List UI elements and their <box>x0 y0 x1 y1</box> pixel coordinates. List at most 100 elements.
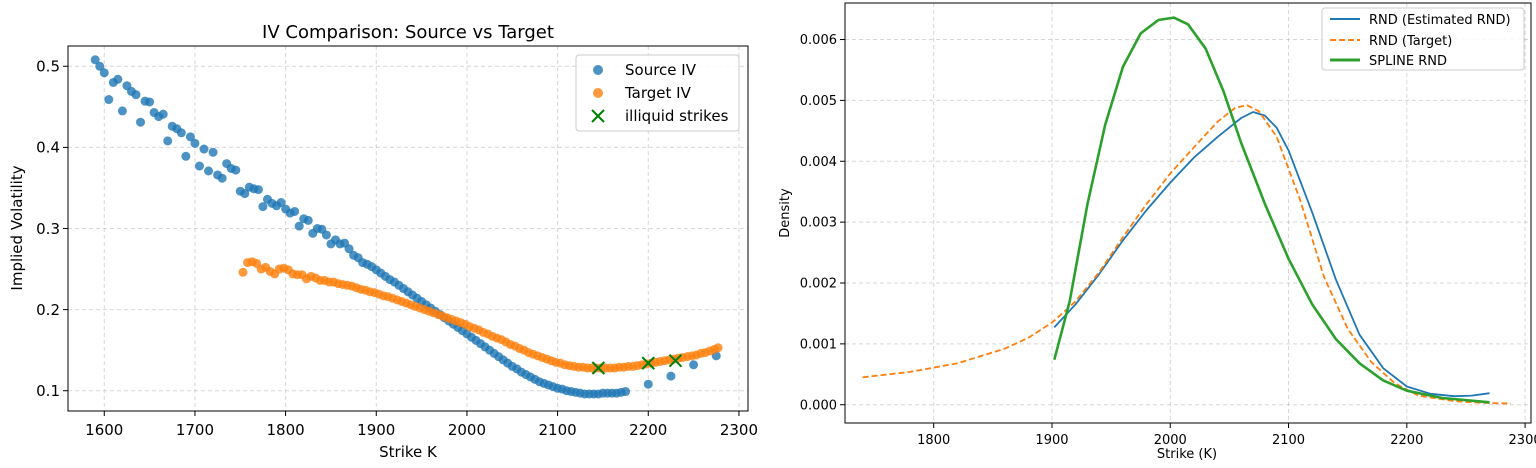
y-tick-label: 0.2 <box>36 301 60 319</box>
left-plot-border <box>67 45 749 412</box>
right-y-ticks: 0.000 0.001 0.002 0.003 0.004 0.005 0.006 <box>800 33 845 413</box>
y-tick-label: 0.005 <box>800 94 837 109</box>
source-iv-point <box>95 61 105 71</box>
right-x-axis-label: Strike (K) <box>1157 447 1217 462</box>
source-iv-point <box>344 244 354 254</box>
y-tick-label: 0.002 <box>800 277 837 292</box>
source-iv-point <box>113 74 123 84</box>
right-series <box>862 16 1511 405</box>
source-iv-point <box>231 165 241 175</box>
left-x-axis-label: Strike K <box>379 443 438 461</box>
y-tick-label: 0.3 <box>36 220 60 238</box>
source-iv-point <box>666 371 676 381</box>
x-tick-label: 2000 <box>1154 433 1187 448</box>
right-legend-box <box>1321 7 1525 71</box>
source-iv-point <box>621 387 631 397</box>
source-iv-point <box>253 185 263 195</box>
y-tick-label: 0.4 <box>36 139 60 157</box>
target-rnd-line <box>862 104 1511 405</box>
right-grid <box>845 3 1531 423</box>
left-legend: Source IV Target IV illiquid strikes <box>575 54 740 132</box>
legend-estimated-rnd-label: RND (Estimated RND) <box>1369 13 1511 28</box>
source-iv-point <box>321 230 331 240</box>
illiquid-strike-marker <box>641 356 655 370</box>
x-tick-label: 2200 <box>629 421 667 439</box>
source-iv-point <box>258 202 268 212</box>
source-iv-point <box>689 360 699 370</box>
illiquid-strike-marker <box>591 361 606 375</box>
y-tick-label: 0.003 <box>800 216 837 231</box>
source-iv-point <box>181 151 191 161</box>
target-iv-point <box>238 267 248 277</box>
rnd-density-chart: 1800 1900 2000 2100 2200 2300 0.000 0.001 0.002… <box>778 2 1536 462</box>
source-iv-point <box>276 198 286 208</box>
legend-illiquid-marker <box>591 109 605 123</box>
legend-target-rnd-label: RND (Target) <box>1369 34 1452 49</box>
right-x-ticks: 1800 1900 2000 2100 2200 2300 <box>917 423 1536 448</box>
source-iv-point <box>204 166 214 176</box>
x-tick-label: 1600 <box>85 421 123 439</box>
source-iv-point <box>643 379 653 389</box>
source-iv-point <box>136 117 146 127</box>
left-y-axis-label: Implied Volatility <box>8 165 26 290</box>
source-iv-point <box>117 106 127 116</box>
source-iv-point <box>294 221 304 231</box>
legend-target-label: Target IV <box>624 84 692 102</box>
y-tick-label: 0.001 <box>800 337 837 352</box>
source-iv-point <box>99 68 109 78</box>
legend-source-marker <box>593 65 603 75</box>
left-y-ticks: 0.1 0.2 0.3 0.4 0.5 <box>36 58 68 400</box>
source-iv-point <box>158 109 168 119</box>
source-iv-point <box>145 97 155 107</box>
source-iv-point <box>190 138 200 148</box>
source-iv-point <box>303 215 313 225</box>
source-iv-point <box>240 189 250 199</box>
legend-spline-rnd-label: SPLINE RND <box>1369 54 1447 69</box>
right-y-axis-label: Density <box>778 188 793 238</box>
x-tick-label: 1800 <box>917 433 950 448</box>
source-iv-point <box>176 128 186 138</box>
y-tick-label: 0.5 <box>36 58 60 76</box>
left-grid <box>68 46 748 411</box>
left-series <box>90 55 723 399</box>
x-tick-label: 2100 <box>1272 433 1305 448</box>
source-iv-point <box>104 95 114 105</box>
y-tick-label: 0.1 <box>36 382 60 400</box>
source-iv-point <box>208 147 218 157</box>
iv-comparison-chart: 1600 1700 1800 1900 2000 2100 2200 2300 0.10.20… <box>8 22 758 461</box>
left-x-ticks: 1600 1700 1800 1900 2000 2100 2200 2300 <box>85 411 758 439</box>
source-iv-point <box>163 136 173 146</box>
source-iv-point <box>199 144 209 154</box>
x-tick-label: 2100 <box>539 421 577 439</box>
y-tick-label: 0.004 <box>800 155 837 170</box>
x-tick-label: 2300 <box>1509 433 1536 448</box>
estimated-rnd-line <box>1053 111 1490 398</box>
left-legend-box <box>575 54 740 132</box>
x-tick-label: 1800 <box>267 421 305 439</box>
right-plot-border <box>844 2 1532 424</box>
x-tick-label: 1900 <box>357 421 395 439</box>
legend-source-label: Source IV <box>625 61 697 79</box>
x-tick-label: 2200 <box>1390 433 1423 448</box>
illiquid-strike-marker <box>668 354 683 368</box>
legend-target-marker <box>593 88 603 98</box>
source-iv-point <box>194 161 204 171</box>
x-tick-label: 2000 <box>448 421 486 439</box>
x-tick-label: 2300 <box>720 421 758 439</box>
x-tick-label: 1700 <box>176 421 214 439</box>
legend-illiquid-label: illiquid strikes <box>625 107 729 125</box>
y-tick-label: 0.000 <box>800 398 837 413</box>
right-plot-area <box>845 3 1531 423</box>
source-iv-point <box>185 132 195 142</box>
source-iv-point <box>131 90 141 100</box>
y-tick-label: 0.006 <box>800 33 837 48</box>
left-chart-title: IV Comparison: Source vs Target <box>262 22 554 43</box>
source-iv-point <box>217 173 227 183</box>
target-iv-point <box>713 343 723 353</box>
source-iv-point <box>90 55 100 65</box>
x-tick-label: 1900 <box>1035 433 1068 448</box>
source-iv-point <box>290 206 300 216</box>
spline-rnd-line <box>1053 16 1490 404</box>
right-legend: RND (Estimated RND) RND (Target) SPLINE … <box>1321 7 1525 71</box>
